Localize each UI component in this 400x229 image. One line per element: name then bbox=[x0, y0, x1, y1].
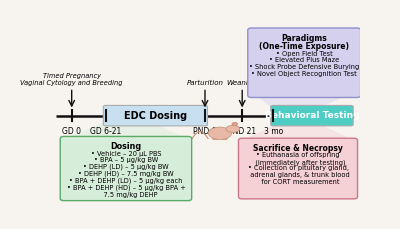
Text: 3 mo: 3 mo bbox=[264, 127, 283, 136]
Ellipse shape bbox=[212, 137, 218, 139]
Polygon shape bbox=[242, 123, 354, 140]
Text: Dosing: Dosing bbox=[110, 142, 142, 151]
Ellipse shape bbox=[233, 123, 236, 125]
Text: Weaning: Weaning bbox=[227, 80, 258, 86]
Polygon shape bbox=[66, 123, 186, 139]
Text: • Collection of pituitary gland,
  adrenal glands, & trunk blood
  for CORT meas: • Collection of pituitary gland, adrenal… bbox=[246, 165, 350, 185]
Text: • BPA – 5 μg/kg BW: • BPA – 5 μg/kg BW bbox=[94, 157, 158, 163]
Text: GD 6-21: GD 6-21 bbox=[90, 127, 122, 136]
Text: Parturition: Parturition bbox=[186, 80, 224, 86]
Text: • Vehicle – 20 μL PBS: • Vehicle – 20 μL PBS bbox=[91, 150, 161, 157]
Text: • Shock Probe Defensive Burying: • Shock Probe Defensive Burying bbox=[249, 64, 359, 70]
Text: • Open Field Test: • Open Field Test bbox=[276, 51, 332, 57]
Ellipse shape bbox=[226, 125, 240, 132]
Text: GD 0: GD 0 bbox=[62, 127, 81, 136]
Text: • BPA + DEHP (LD) – 5 μg/kg each: • BPA + DEHP (LD) – 5 μg/kg each bbox=[69, 177, 183, 184]
Text: Sacrifice & Necropsy: Sacrifice & Necropsy bbox=[253, 144, 343, 153]
Text: • DEHP (LD) – 5 μg/kg BW: • DEHP (LD) – 5 μg/kg BW bbox=[83, 164, 169, 170]
Ellipse shape bbox=[222, 137, 227, 139]
FancyBboxPatch shape bbox=[60, 136, 192, 201]
Text: PND 0: PND 0 bbox=[193, 127, 217, 136]
Text: (One-Time Exposure): (One-Time Exposure) bbox=[259, 42, 349, 51]
Text: Paradigms: Paradigms bbox=[281, 34, 327, 43]
Polygon shape bbox=[252, 93, 354, 109]
Text: • Euthanasia of offspring
  (immediately after testing): • Euthanasia of offspring (immediately a… bbox=[251, 152, 345, 166]
Text: Timed Pregnancy
Vaginal Cytology and Breeding: Timed Pregnancy Vaginal Cytology and Bre… bbox=[20, 73, 123, 86]
Text: PND 21: PND 21 bbox=[228, 127, 256, 136]
Ellipse shape bbox=[212, 138, 218, 140]
Text: Behavioral Testing: Behavioral Testing bbox=[265, 111, 359, 120]
FancyBboxPatch shape bbox=[103, 105, 208, 126]
Text: • DEHP (HD) – 7.5 mg/kg BW: • DEHP (HD) – 7.5 mg/kg BW bbox=[78, 171, 174, 177]
FancyBboxPatch shape bbox=[248, 28, 361, 98]
Ellipse shape bbox=[232, 122, 238, 126]
FancyBboxPatch shape bbox=[271, 105, 353, 126]
Ellipse shape bbox=[208, 127, 232, 139]
FancyBboxPatch shape bbox=[238, 138, 358, 199]
Text: • BPA + DEHP (HD) – 5 μg/kg BPA +
    7.5 mg/kg DEHP: • BPA + DEHP (HD) – 5 μg/kg BPA + 7.5 mg… bbox=[66, 184, 185, 198]
Text: • Novel Object Recognition Test: • Novel Object Recognition Test bbox=[251, 71, 357, 77]
Text: • Elevated Plus Maze: • Elevated Plus Maze bbox=[269, 57, 339, 63]
Ellipse shape bbox=[222, 138, 227, 140]
Text: EDC Dosing: EDC Dosing bbox=[124, 111, 187, 121]
